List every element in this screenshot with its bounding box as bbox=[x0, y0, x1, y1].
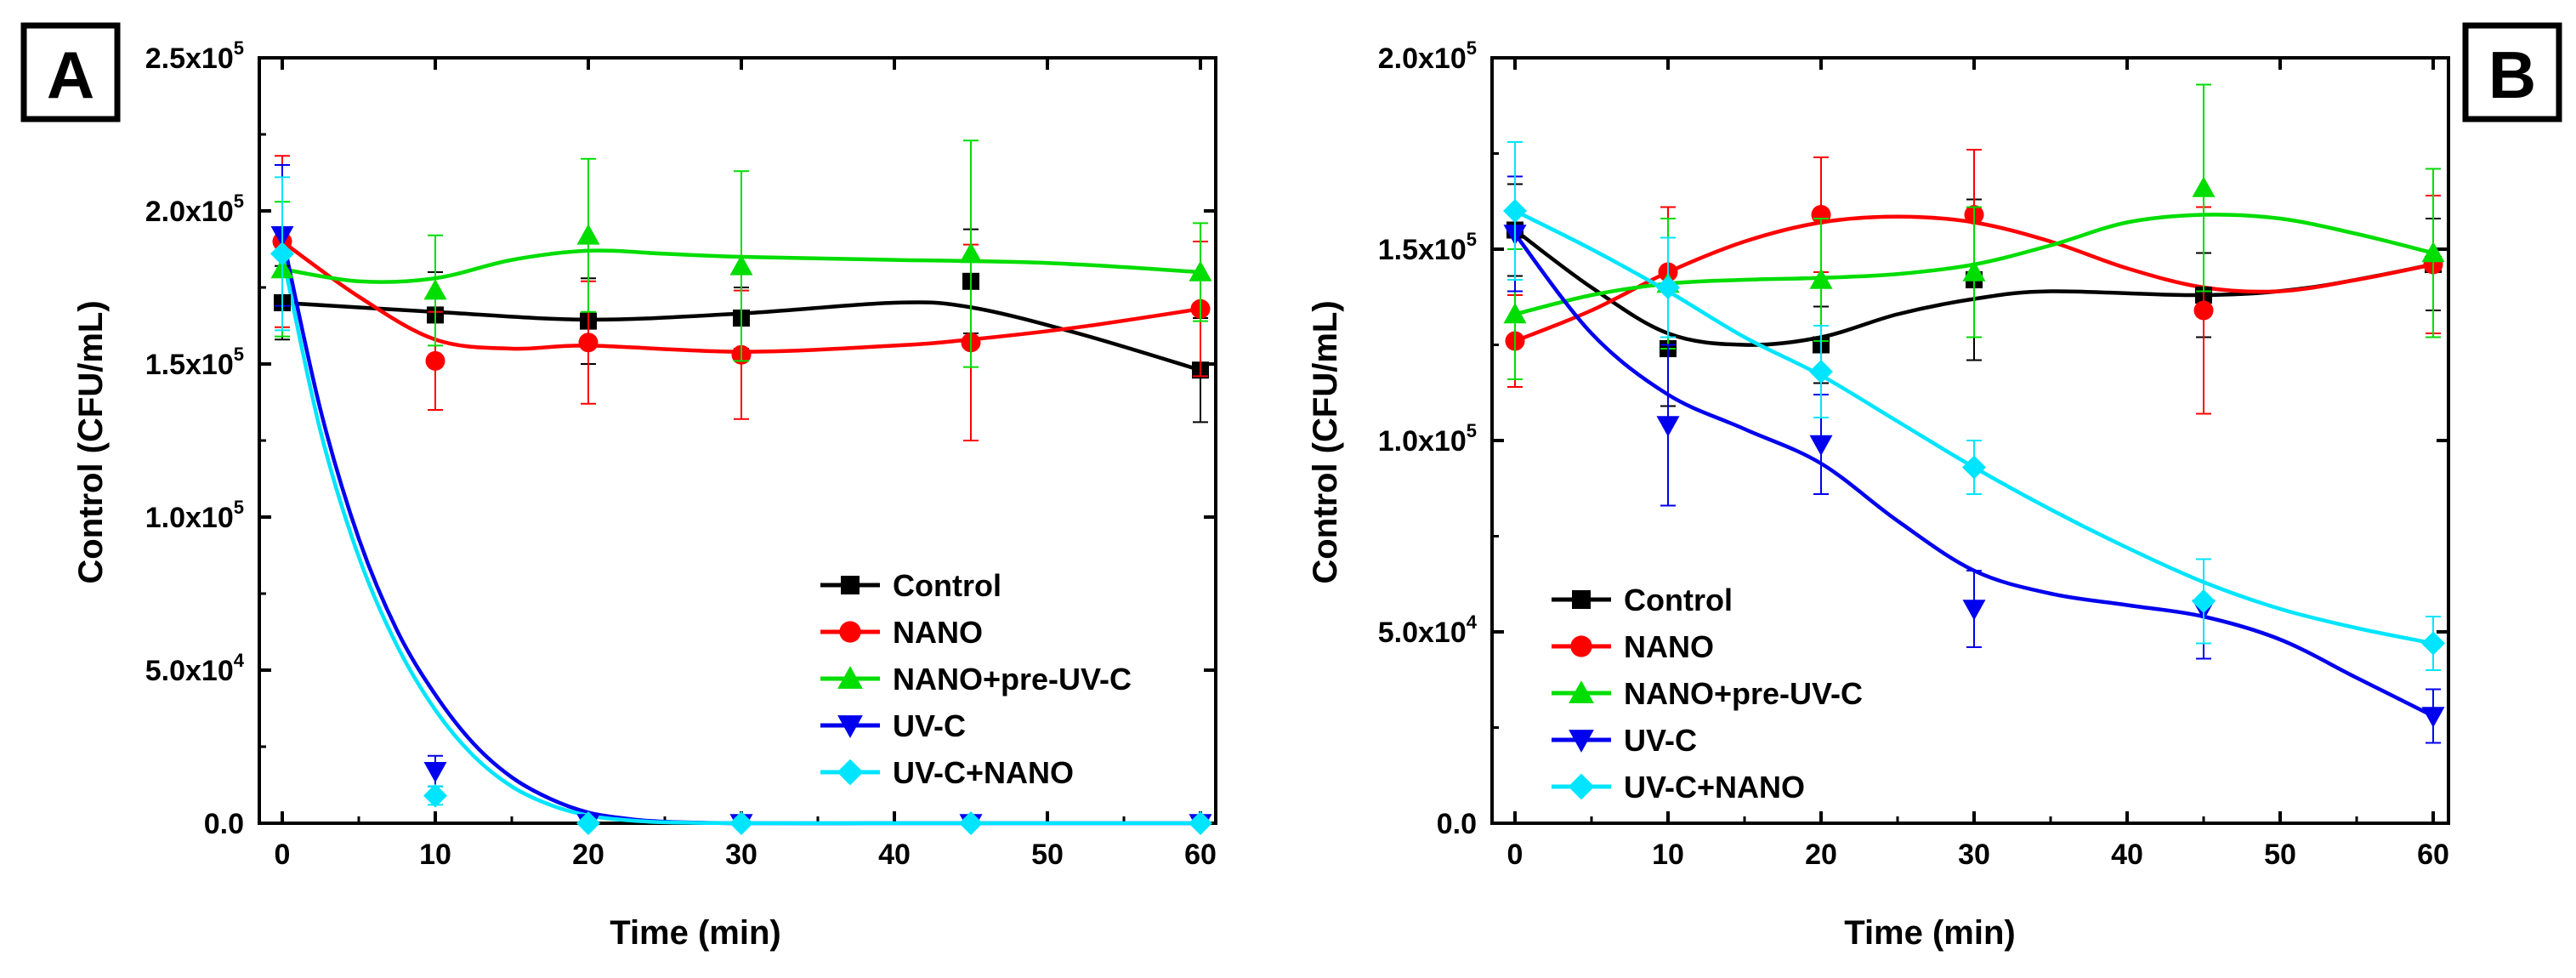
data-point bbox=[1809, 268, 1833, 289]
data-point bbox=[423, 762, 447, 783]
x-tick-label: 20 bbox=[1805, 839, 1837, 871]
y-tick-label: 1.0x105 bbox=[145, 497, 244, 534]
legend-label: UV-C bbox=[893, 708, 966, 743]
x-tick-label: 0 bbox=[275, 839, 291, 871]
fit-curve-uv-c-nano bbox=[280, 252, 1203, 826]
x-tick-label: 20 bbox=[572, 839, 604, 871]
plot-frame bbox=[258, 56, 1217, 825]
data-point bbox=[1962, 260, 1986, 281]
data-point bbox=[423, 783, 447, 808]
legend-label: UV-C+NANO bbox=[1624, 770, 1805, 805]
data-point bbox=[1962, 455, 1986, 480]
legend-marker bbox=[837, 759, 864, 786]
x-tick-label: 50 bbox=[1031, 839, 1064, 871]
data-point bbox=[1809, 360, 1833, 384]
legend-label: UV-C bbox=[1624, 723, 1697, 758]
series-nano-pre-uv-c bbox=[1503, 83, 2445, 380]
legend-marker bbox=[837, 666, 863, 689]
y-tick-label: 0.0 bbox=[1437, 808, 1477, 840]
data-point bbox=[1503, 199, 1527, 223]
legend-label: Control bbox=[1624, 583, 1733, 617]
y-tick-label: 1.5x105 bbox=[1378, 229, 1477, 266]
data-point bbox=[425, 350, 445, 371]
x-tick-label: 10 bbox=[1652, 839, 1684, 871]
panel-label-box: A bbox=[20, 22, 121, 122]
data-point bbox=[1962, 600, 1986, 621]
y-tick-label: 5.0x104 bbox=[145, 650, 245, 687]
series-uv-c-nano bbox=[1503, 141, 2445, 671]
y-axis-title: Control (CFU/mL) bbox=[72, 300, 110, 583]
legend-label: NANO+pre-UV-C bbox=[1624, 676, 1863, 711]
legend-marker bbox=[1569, 730, 1594, 753]
x-axis-title: Time (min) bbox=[1844, 914, 2016, 952]
data-point bbox=[1503, 303, 1527, 324]
x-tick-label: 10 bbox=[419, 839, 451, 871]
data-point bbox=[959, 811, 983, 835]
legend-marker bbox=[1572, 590, 1591, 609]
data-point bbox=[423, 279, 447, 300]
fit-curve-uv-c bbox=[1512, 231, 2436, 719]
data-point bbox=[729, 254, 753, 276]
legend-marker bbox=[1568, 773, 1595, 800]
y-tick-label: 2.5x105 bbox=[145, 37, 244, 75]
data-point bbox=[2421, 707, 2445, 728]
x-tick-label: 30 bbox=[1958, 839, 1990, 871]
data-point bbox=[2192, 176, 2216, 197]
data-point bbox=[576, 224, 600, 245]
data-point bbox=[1809, 435, 1833, 456]
chart-panel-a: A Time (min) Control (CFU/mL) 0 10 20 30 40 5… bbox=[20, 22, 1217, 952]
legend-marker bbox=[841, 576, 860, 594]
legend-marker bbox=[837, 715, 863, 738]
data-point bbox=[1656, 276, 1680, 299]
data-point bbox=[2421, 631, 2445, 656]
data-point bbox=[578, 333, 599, 353]
data-point bbox=[576, 811, 600, 835]
y-tick-label: 2.0x105 bbox=[145, 190, 244, 228]
data-point bbox=[2193, 300, 2214, 321]
fit-curve-nano bbox=[280, 239, 1203, 354]
legend-marker bbox=[1569, 680, 1594, 703]
y-tick-label: 2.0x105 bbox=[1378, 37, 1477, 75]
y-axis-title: Control (CFU/mL) bbox=[1307, 300, 1344, 583]
legend-marker bbox=[839, 621, 861, 643]
data-point bbox=[729, 811, 753, 835]
x-tick-label: 0 bbox=[1507, 839, 1523, 871]
legend-label: NANO bbox=[1624, 629, 1714, 664]
data-point bbox=[1189, 811, 1212, 835]
data-point bbox=[1189, 260, 1212, 281]
y-tick-label: 1.0x105 bbox=[1378, 420, 1477, 458]
data-point bbox=[1656, 416, 1680, 437]
chart-panel-b: B Time (min) Control (CFU/mL) 0 10 20 30 40 5… bbox=[1307, 22, 2562, 952]
legend-label: UV-C+NANO bbox=[893, 755, 1074, 790]
legend-label: Control bbox=[893, 568, 1001, 603]
data-point bbox=[2192, 589, 2216, 613]
legend-marker bbox=[1570, 635, 1592, 657]
x-tick-label: 50 bbox=[2264, 839, 2296, 871]
y-tick-label: 1.5x105 bbox=[145, 344, 244, 381]
data-point bbox=[1811, 205, 1831, 225]
x-tick-label: 60 bbox=[1184, 839, 1217, 871]
x-tick-label: 40 bbox=[878, 839, 911, 871]
y-tick-label: 5.0x104 bbox=[1378, 611, 1478, 649]
panel-label-box: B bbox=[2462, 22, 2562, 122]
legend: Control NANO NANO+pre-UV-C UV-C UV-C+NANO bbox=[1552, 583, 1863, 805]
data-point bbox=[2421, 242, 2445, 263]
fit-curve-nano-pre-uv-c bbox=[280, 248, 1203, 284]
x-tick-label: 40 bbox=[2111, 839, 2143, 871]
x-tick-label: 30 bbox=[725, 839, 757, 871]
panel-label: A bbox=[47, 37, 94, 112]
y-tick-label: 0.0 bbox=[204, 808, 244, 840]
legend-label: NANO+pre-UV-C bbox=[893, 662, 1132, 697]
legend: Control NANO NANO+pre-UV-C UV-C UV-C+NANO bbox=[820, 568, 1132, 790]
x-axis-title: Time (min) bbox=[610, 914, 781, 952]
data-point bbox=[270, 242, 294, 266]
series-uv-c-nano bbox=[270, 176, 1212, 835]
legend-label: NANO bbox=[893, 615, 983, 650]
data-point bbox=[959, 242, 983, 264]
x-tick-label: 60 bbox=[2417, 839, 2449, 871]
panel-label: B bbox=[2488, 37, 2536, 112]
